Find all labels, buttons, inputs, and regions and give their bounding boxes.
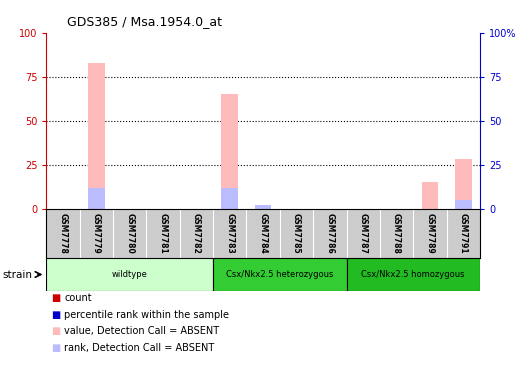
Text: GSM7784: GSM7784 xyxy=(259,213,268,254)
Text: value, Detection Call = ABSENT: value, Detection Call = ABSENT xyxy=(64,326,220,336)
Text: GSM7785: GSM7785 xyxy=(292,213,301,254)
Text: strain: strain xyxy=(3,269,33,280)
Bar xyxy=(213,258,347,291)
Text: rank, Detection Call = ABSENT: rank, Detection Call = ABSENT xyxy=(64,343,215,353)
Text: GSM7786: GSM7786 xyxy=(326,213,334,254)
Text: Csx/Nkx2.5 heterozygous: Csx/Nkx2.5 heterozygous xyxy=(226,270,333,279)
Text: GSM7778: GSM7778 xyxy=(59,213,68,254)
Text: GSM7788: GSM7788 xyxy=(392,213,401,254)
Text: percentile rank within the sample: percentile rank within the sample xyxy=(64,310,230,320)
Bar xyxy=(221,187,238,209)
Bar xyxy=(455,160,472,209)
Text: GSM7787: GSM7787 xyxy=(359,213,368,254)
Text: GSM7779: GSM7779 xyxy=(92,213,101,254)
Text: GSM7780: GSM7780 xyxy=(125,213,134,254)
Text: GSM7791: GSM7791 xyxy=(459,213,467,254)
Bar xyxy=(455,200,472,209)
Bar xyxy=(88,187,105,209)
Bar xyxy=(221,94,238,209)
Text: GSM7783: GSM7783 xyxy=(225,213,234,254)
Text: count: count xyxy=(64,293,92,303)
Bar xyxy=(422,182,438,209)
Text: ■: ■ xyxy=(52,293,61,303)
Text: ■: ■ xyxy=(52,326,61,336)
Text: ■: ■ xyxy=(52,310,61,320)
Bar xyxy=(255,205,271,209)
Bar xyxy=(46,258,213,291)
Text: GSM7782: GSM7782 xyxy=(192,213,201,254)
Bar xyxy=(88,63,105,209)
Text: wildtype: wildtype xyxy=(112,270,148,279)
Text: GDS385 / Msa.1954.0_at: GDS385 / Msa.1954.0_at xyxy=(67,15,222,28)
Text: GSM7781: GSM7781 xyxy=(158,213,168,254)
Bar xyxy=(347,258,480,291)
Text: GSM7789: GSM7789 xyxy=(425,213,434,254)
Text: ■: ■ xyxy=(52,343,61,353)
Text: Csx/Nkx2.5 homozygous: Csx/Nkx2.5 homozygous xyxy=(361,270,465,279)
